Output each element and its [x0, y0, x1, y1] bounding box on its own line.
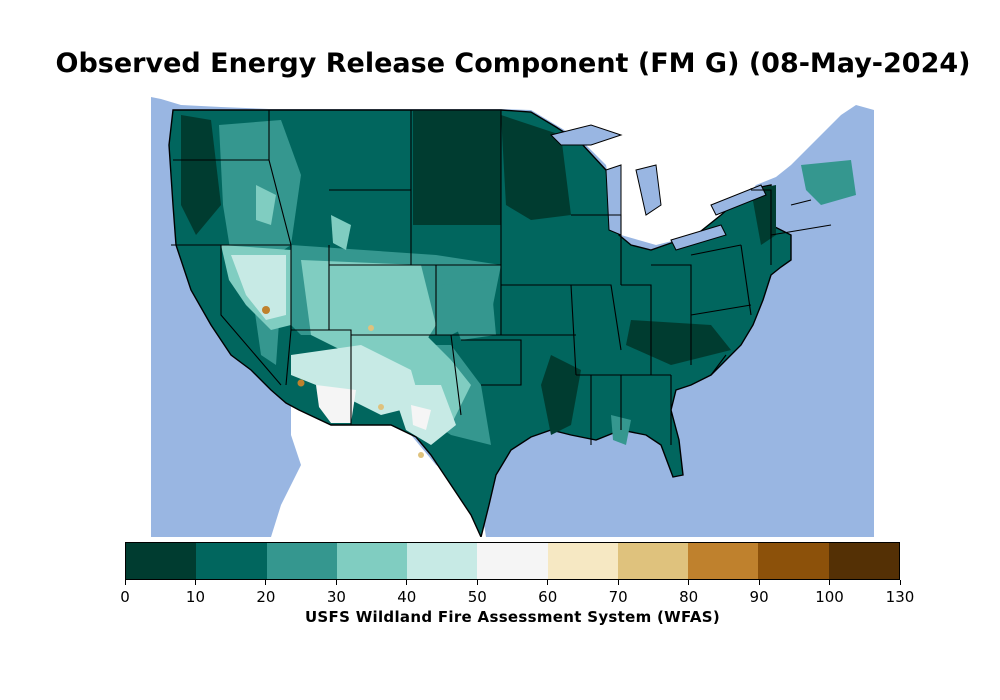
- hotspot: [262, 306, 270, 314]
- great-lakes: [635, 164, 662, 216]
- colorbar-tick-mark: [476, 580, 478, 585]
- colorbar-tick-mark: [688, 580, 690, 585]
- colorbar-tick-mark: [899, 580, 901, 585]
- colorbar-tick-label: 0: [120, 588, 130, 606]
- zone-0-10: [413, 111, 501, 225]
- map-title: Observed Energy Release Component (FM G)…: [55, 48, 971, 79]
- zone-0-10: [751, 185, 776, 245]
- zone-20-30: [441, 280, 496, 340]
- colorbar-segment: [688, 543, 759, 579]
- colorbar-tick-label: 80: [679, 588, 699, 606]
- colorbar-segment: [196, 543, 267, 579]
- colorbar-tick-mark: [617, 580, 619, 585]
- colorbar-tick-mark: [124, 580, 126, 585]
- canada-land: [151, 85, 874, 245]
- colorbar-tick-mark: [547, 580, 549, 585]
- colorbar-segment: [828, 543, 899, 579]
- colorbar-tick-label: 30: [326, 588, 346, 606]
- zone-40-50: [291, 345, 421, 415]
- hotspot: [418, 452, 424, 458]
- colorbar-segment: [407, 543, 478, 579]
- colorbar-tick-label: 40: [397, 588, 417, 606]
- zone-50-60: [316, 385, 356, 423]
- great-lakes: [605, 164, 622, 236]
- colorbar-segment: [617, 543, 689, 579]
- great-lakes: [550, 124, 623, 146]
- colorbar-segment: [336, 543, 408, 579]
- great-lakes: [710, 184, 767, 216]
- zone-0-10: [181, 115, 221, 235]
- colorbar-tick-label: 130: [885, 588, 915, 606]
- colorbar-tick-label: 20: [256, 588, 276, 606]
- colorbar-tick-mark: [829, 580, 831, 585]
- colorbar-tick-label: 100: [815, 588, 844, 606]
- colorbar-tick-label: 70: [608, 588, 628, 606]
- zone-30-40: [331, 215, 351, 250]
- colorbar-tick-mark: [406, 580, 408, 585]
- colorbar-tick-label: 10: [185, 588, 205, 606]
- colorbar-ticks: 0 10 20 30 40 50 60 70 80 90 100 130: [120, 580, 914, 610]
- colorbar-tick-mark: [265, 580, 267, 585]
- map-area: [151, 85, 874, 537]
- colorbar-tick-label: 90: [749, 588, 769, 606]
- zone-30-40: [256, 185, 276, 225]
- mexico-land: [271, 405, 486, 537]
- hotspot: [378, 404, 384, 410]
- zone-0-10: [626, 320, 731, 365]
- colorbar-segment: [547, 543, 618, 579]
- colorbar-label: USFS Wildland Fire Assessment System (WF…: [304, 608, 721, 626]
- hotspot: [297, 379, 305, 387]
- colorbar-tick-label: 50: [467, 588, 487, 606]
- hotspot: [368, 325, 374, 331]
- colorbar-segment: [477, 543, 548, 579]
- zone-50-60: [411, 405, 431, 430]
- zone-0-10: [541, 355, 581, 435]
- zone-40-50: [231, 255, 286, 320]
- colorbar-tick-mark: [194, 580, 196, 585]
- colorbar-segment: [758, 543, 829, 579]
- colorbar-tick-label: 60: [538, 588, 558, 606]
- colorbar: [125, 542, 900, 580]
- great-lakes: [670, 224, 727, 251]
- colorbar-tick-mark: [758, 580, 760, 585]
- colorbar-segment: [266, 543, 337, 579]
- zone-20-30: [801, 160, 856, 205]
- conus-map: [151, 85, 874, 537]
- state-borders: [171, 110, 832, 445]
- colorbar-segment: [126, 543, 197, 579]
- colorbar-tick-mark: [335, 580, 337, 585]
- zone-0-10: [501, 115, 571, 220]
